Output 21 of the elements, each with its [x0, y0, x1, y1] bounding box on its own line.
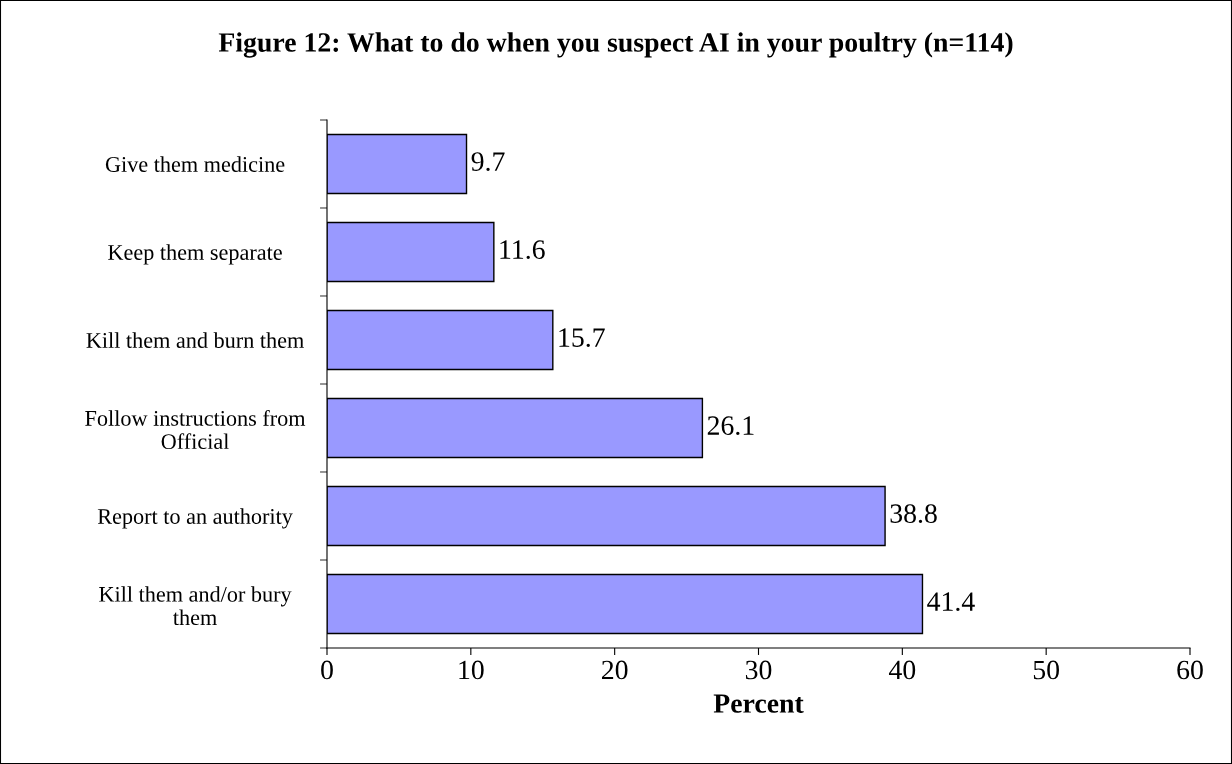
x-tick-label: 30 — [745, 660, 772, 680]
y-tick-label: Keep them separate — [108, 244, 282, 265]
y-tick-label: Report to an authority — [97, 508, 293, 529]
x-tick-label: 20 — [602, 660, 628, 680]
data-label: 11.6 — [500, 240, 545, 260]
y-tick-label: Follow instructions from Official — [85, 409, 306, 450]
data-label: 41.4 — [927, 592, 975, 612]
x-tick-label: 0 — [321, 660, 333, 680]
data-label: 26.1 — [707, 416, 754, 436]
y-tick-label: Give them medicine — [105, 156, 285, 172]
x-tick-label: 10 — [459, 660, 484, 680]
data-label: 9.7 — [471, 152, 505, 172]
chart-title: Figure 12: What to do when you suspect AI in your poultry (n=114) — [218, 32, 1013, 58]
y-tick-label: Kill them and burn them — [86, 332, 304, 348]
x-tick-label: 40 — [888, 660, 916, 680]
y-tick-label: Kill them and/or bury them — [99, 586, 292, 626]
x-axis-title: Percent — [713, 694, 804, 713]
x-tick-label: 50 — [1033, 660, 1059, 680]
x-tick-label: 60 — [1177, 660, 1203, 680]
data-label: 38.8 — [890, 504, 937, 524]
data-label: 15.7 — [559, 328, 605, 348]
